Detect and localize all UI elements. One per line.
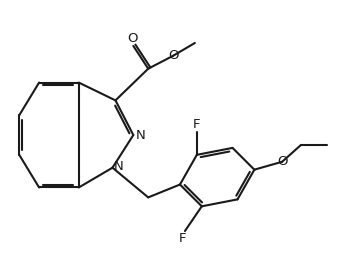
Text: F: F [193, 118, 201, 131]
Text: O: O [277, 155, 287, 168]
Text: F: F [179, 232, 187, 245]
Text: O: O [127, 32, 138, 45]
Text: O: O [168, 49, 178, 62]
Text: N: N [135, 129, 145, 142]
Text: N: N [113, 160, 123, 173]
